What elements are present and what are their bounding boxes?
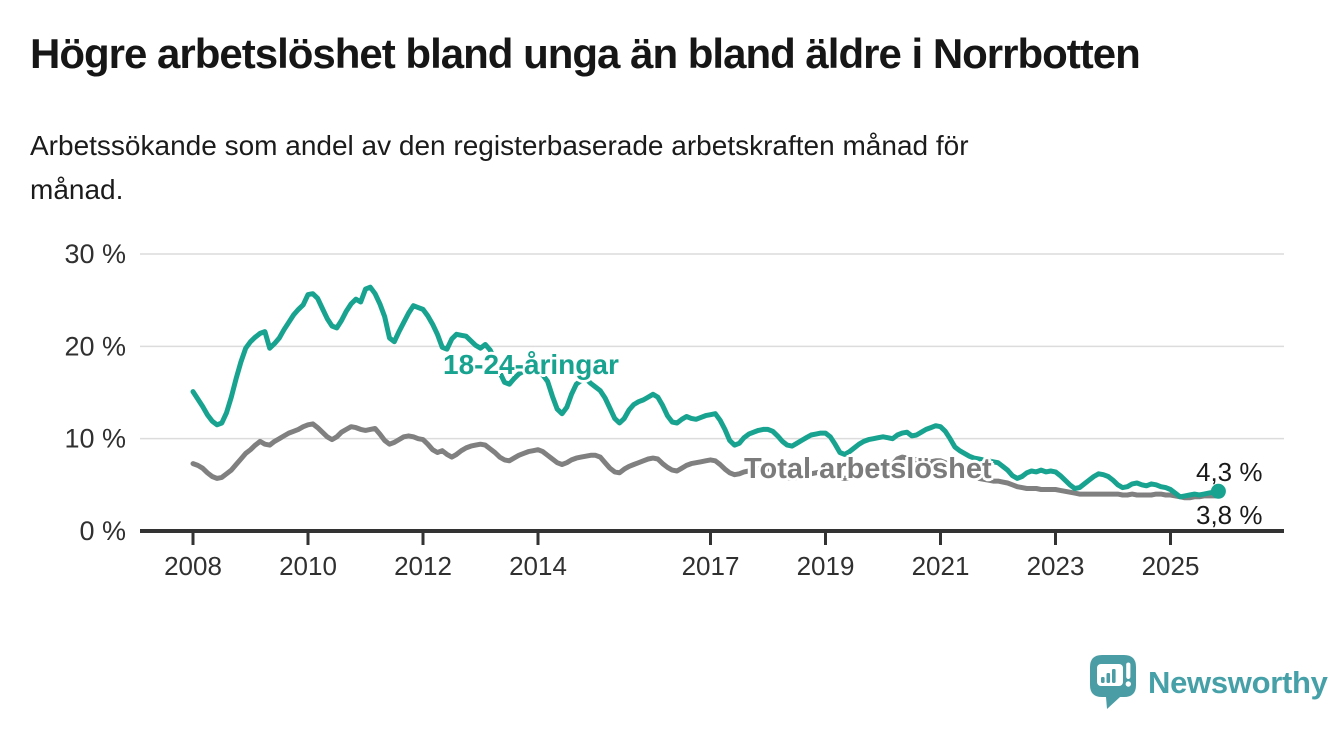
- subtitle-line-2: månad.: [30, 174, 124, 206]
- series-line-total: [190, 421, 1221, 501]
- x-tick-label: 2021: [912, 551, 970, 581]
- y-tick-label: 20 %: [64, 331, 126, 361]
- x-tick-label: 2010: [279, 551, 337, 581]
- x-tick-label: 2014: [509, 551, 567, 581]
- series-line-young: [190, 284, 1221, 500]
- y-tick-label: 30 %: [64, 239, 126, 269]
- end-value-label-young: 4,3 %: [1196, 457, 1263, 487]
- x-tick-label: 2023: [1027, 551, 1085, 581]
- logo-exclamation-bar: [1126, 662, 1131, 679]
- newsworthy-logo-icon: [1090, 655, 1136, 709]
- y-tick-label: 10 %: [64, 424, 126, 454]
- logo-exclamation-dot: [1125, 681, 1131, 687]
- page-title: Högre arbetslöshet bland unga än bland ä…: [30, 30, 1141, 77]
- subtitle-line-1: Arbetssökande som andel av den registerb…: [30, 130, 969, 161]
- y-tick-label: 0 %: [79, 516, 126, 546]
- x-tick-label: 2017: [682, 551, 740, 581]
- x-tick-label: 2008: [164, 551, 222, 581]
- x-tick-label: 2012: [394, 551, 452, 581]
- end-value-label-total: 3,8 %: [1196, 500, 1263, 530]
- chart-subtitle: Arbetssökande som andel av den registerb…: [30, 124, 969, 212]
- newsworthy-logo: Newsworthy: [1090, 655, 1328, 710]
- newsworthy-logo-text: Newsworthy: [1148, 664, 1328, 700]
- logo-bar-2: [1106, 673, 1111, 683]
- series-end-dot: [1210, 483, 1226, 499]
- logo-bar-1: [1101, 677, 1105, 683]
- series-label-total: Total arbetslöshet: [744, 453, 992, 485]
- x-tick-label: 2025: [1142, 551, 1200, 581]
- logo-bar-3: [1112, 669, 1116, 683]
- series-label-young: 18-24-åringar: [443, 349, 619, 380]
- x-tick-label: 2019: [797, 551, 855, 581]
